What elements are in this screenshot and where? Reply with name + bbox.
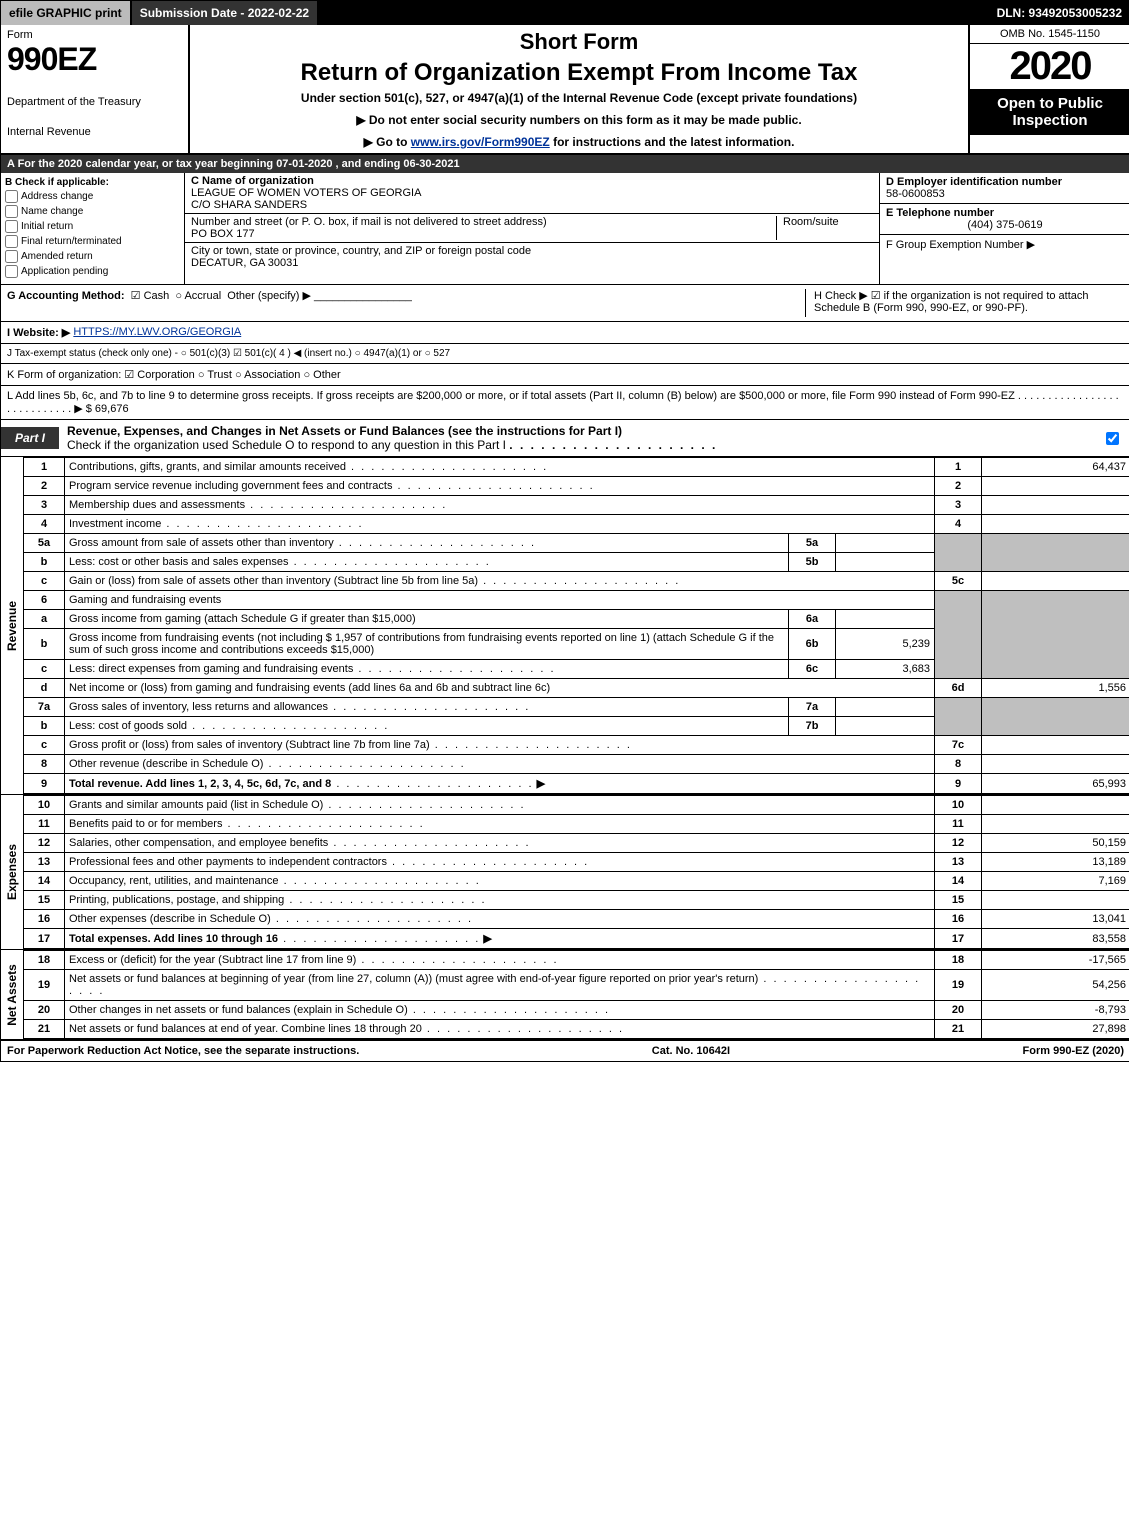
short-form-title: Short Form xyxy=(196,29,962,55)
expenses-sidelabel: Expenses xyxy=(1,795,24,949)
line-3: 3Membership dues and assessments3 xyxy=(24,496,1129,515)
org-co: C/O SHARA SANDERS xyxy=(191,199,421,211)
return-title: Return of Organization Exempt From Incom… xyxy=(196,59,962,87)
d-label: D Employer identification number xyxy=(886,176,1124,188)
d-value: 58-0600853 xyxy=(886,188,1124,200)
omb-number: OMB No. 1545-1150 xyxy=(970,25,1129,44)
row-i: I Website: ▶ HTTPS://MY.LWV.ORG/GEORGIA xyxy=(1,322,1129,344)
line-14: 14Occupancy, rent, utilities, and mainte… xyxy=(24,872,1129,891)
part-i-header: Part I Revenue, Expenses, and Changes in… xyxy=(1,420,1129,457)
e-label: E Telephone number xyxy=(886,207,1124,219)
chk-final-return[interactable]: Final return/terminated xyxy=(5,235,180,248)
g-cash: Cash xyxy=(144,290,170,302)
line-17: 17Total expenses. Add lines 10 through 1… xyxy=(24,929,1129,949)
line-5a: 5aGross amount from sale of assets other… xyxy=(24,534,1129,553)
top-bar: efile GRAPHIC print Submission Date - 20… xyxy=(1,1,1129,25)
chk-amended-return[interactable]: Amended return xyxy=(5,250,180,263)
ssn-note: ▶ Do not enter social security numbers o… xyxy=(196,113,962,127)
line-12: 12Salaries, other compensation, and empl… xyxy=(24,834,1129,853)
col-c: C Name of organization LEAGUE OF WOMEN V… xyxy=(185,173,879,284)
chk-address-change[interactable]: Address change xyxy=(5,190,180,203)
spacer xyxy=(319,1,988,25)
line-9: 9Total revenue. Add lines 1, 2, 3, 4, 5c… xyxy=(24,774,1129,794)
chk-application-pending[interactable]: Application pending xyxy=(5,265,180,278)
line-18: 18Excess or (deficit) for the year (Subt… xyxy=(24,951,1129,970)
form-header: Form 990EZ Department of the Treasury In… xyxy=(1,25,1129,155)
expenses-section: Expenses 10Grants and similar amounts pa… xyxy=(1,795,1129,950)
street-label: Number and street (or P. O. box, if mail… xyxy=(191,216,776,228)
line-16: 16Other expenses (describe in Schedule O… xyxy=(24,910,1129,929)
net-assets-sidelabel: Net Assets xyxy=(1,950,24,1039)
row-a-tax-year: A For the 2020 calendar year, or tax yea… xyxy=(1,155,1129,173)
footer-right: Form 990-EZ (2020) xyxy=(1023,1045,1124,1057)
efile-print-button[interactable]: efile GRAPHIC print xyxy=(1,1,132,25)
footer-left: For Paperwork Reduction Act Notice, see … xyxy=(7,1045,359,1057)
net-assets-section: Net Assets 18Excess or (deficit) for the… xyxy=(1,950,1129,1041)
b-title: B Check if applicable: xyxy=(5,177,180,188)
f-label: F Group Exemption Number ▶ xyxy=(886,238,1124,251)
col-b: B Check if applicable: Address change Na… xyxy=(1,173,185,284)
part-i-checkbox[interactable] xyxy=(1098,427,1129,449)
line-15: 15Printing, publications, postage, and s… xyxy=(24,891,1129,910)
chk-name-change[interactable]: Name change xyxy=(5,205,180,218)
line-2: 2Program service revenue including gover… xyxy=(24,477,1129,496)
footer-mid: Cat. No. 10642I xyxy=(652,1045,730,1057)
col-def: D Employer identification number 58-0600… xyxy=(879,173,1129,284)
tax-year: 2020 xyxy=(970,44,1129,89)
revenue-sidelabel: Revenue xyxy=(1,457,24,794)
line-5c: cGain or (loss) from sale of assets othe… xyxy=(24,572,1129,591)
c-name-label: C Name of organization xyxy=(191,175,314,187)
part-i-title: Revenue, Expenses, and Changes in Net As… xyxy=(67,424,622,438)
e-value: (404) 375-0619 xyxy=(886,219,1124,231)
line-20: 20Other changes in net assets or fund ba… xyxy=(24,1001,1129,1020)
department-label: Department of the Treasury xyxy=(7,96,182,108)
goto-post: for instructions and the latest informat… xyxy=(550,135,795,149)
part-i-tag: Part I xyxy=(1,427,59,449)
row-l: L Add lines 5b, 6c, and 7b to line 9 to … xyxy=(1,386,1129,420)
row-k: K Form of organization: ☑ Corporation ○ … xyxy=(1,364,1129,386)
goto-pre: ▶ Go to xyxy=(364,135,411,149)
subtitle: Under section 501(c), 527, or 4947(a)(1)… xyxy=(196,91,962,105)
line-7a: 7aGross sales of inventory, less returns… xyxy=(24,698,1129,717)
goto-note: ▶ Go to www.irs.gov/Form990EZ for instru… xyxy=(196,135,962,149)
city-label: City or town, state or province, country… xyxy=(191,245,531,257)
line-6: 6Gaming and fundraising events xyxy=(24,591,1129,610)
section-b-c-d: B Check if applicable: Address change Na… xyxy=(1,173,1129,285)
form-page: efile GRAPHIC print Submission Date - 20… xyxy=(0,0,1129,1062)
line-1: 1Contributions, gifts, grants, and simil… xyxy=(24,458,1129,477)
form-number: 990EZ xyxy=(7,41,182,78)
street-value: PO BOX 177 xyxy=(191,228,776,240)
footer: For Paperwork Reduction Act Notice, see … xyxy=(1,1041,1129,1061)
instructions-link[interactable]: www.irs.gov/Form990EZ xyxy=(411,135,550,149)
line-8: 8Other revenue (describe in Schedule O)8 xyxy=(24,755,1129,774)
line-10: 10Grants and similar amounts paid (list … xyxy=(24,796,1129,815)
i-label: I Website: ▶ xyxy=(7,326,70,339)
line-21: 21Net assets or fund balances at end of … xyxy=(24,1020,1129,1039)
line-19: 19Net assets or fund balances at beginni… xyxy=(24,970,1129,1001)
line-7c: cGross profit or (loss) from sales of in… xyxy=(24,736,1129,755)
revenue-section: Revenue 1Contributions, gifts, grants, a… xyxy=(1,457,1129,795)
line-11: 11Benefits paid to or for members11 xyxy=(24,815,1129,834)
chk-initial-return[interactable]: Initial return xyxy=(5,220,180,233)
open-to-public: Open to Public Inspection xyxy=(970,89,1129,135)
line-6d: dNet income or (loss) from gaming and fu… xyxy=(24,679,1129,698)
g-other: Other (specify) ▶ xyxy=(227,290,311,302)
form-label: Form xyxy=(7,29,182,41)
line-13: 13Professional fees and other payments t… xyxy=(24,853,1129,872)
part-i-sub: Check if the organization used Schedule … xyxy=(67,438,506,452)
g-label: G Accounting Method: xyxy=(7,290,125,302)
h-text: H Check ▶ ☑ if the organization is not r… xyxy=(805,289,1124,317)
g-accrual: Accrual xyxy=(184,290,221,302)
submission-date-label: Submission Date - 2022-02-22 xyxy=(132,1,319,25)
line-4: 4Investment income4 xyxy=(24,515,1129,534)
city-value: DECATUR, GA 30031 xyxy=(191,257,531,269)
website-link[interactable]: HTTPS://MY.LWV.ORG/GEORGIA xyxy=(73,326,241,339)
row-j: J Tax-exempt status (check only one) - ○… xyxy=(1,344,1129,364)
dln-label: DLN: 93492053005232 xyxy=(989,1,1129,25)
room-label: Room/suite xyxy=(776,216,873,240)
org-name: LEAGUE OF WOMEN VOTERS OF GEORGIA xyxy=(191,187,421,199)
irs-label: Internal Revenue xyxy=(7,126,182,138)
row-g-h: G Accounting Method: ☑ Cash ○ Accrual Ot… xyxy=(1,285,1129,322)
